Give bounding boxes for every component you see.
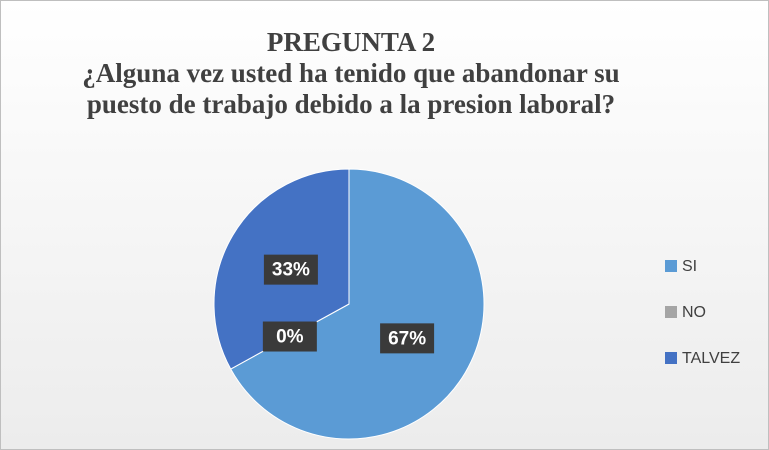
legend-label: NO — [682, 304, 706, 321]
chart-subtitle: ¿Alguna vez usted ha tenido que abandona… — [82, 58, 620, 119]
data-label-box — [262, 321, 317, 352]
legend-label: TALVEZ — [682, 350, 740, 367]
legend-swatch — [665, 352, 677, 364]
data-label-box — [263, 254, 318, 285]
legend-swatch — [665, 306, 677, 318]
data-label-box — [380, 323, 435, 354]
legend-label: SI — [682, 258, 697, 275]
chart-title: PREGUNTA 2 — [266, 27, 436, 57]
pie-slice — [230, 168, 485, 440]
data-label: 67% — [388, 328, 426, 349]
legend-swatch — [665, 260, 677, 272]
data-label: 33% — [272, 260, 310, 281]
chart-title-block: PREGUNTA 2 ¿Alguna vez usted ha tenido q… — [61, 27, 641, 120]
data-label: 0% — [276, 327, 304, 348]
